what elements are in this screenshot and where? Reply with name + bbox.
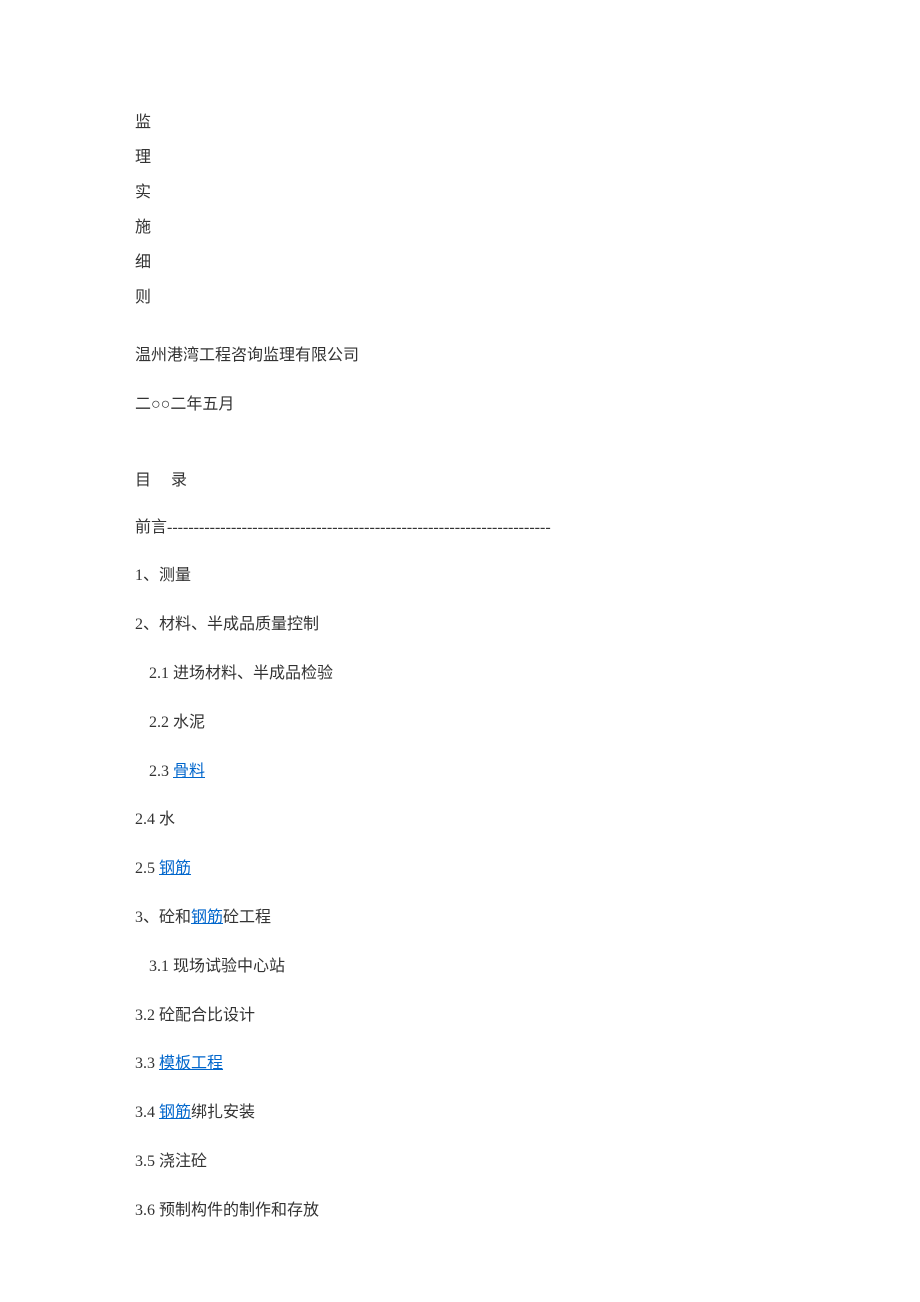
document-date: 二○○二年五月	[135, 395, 785, 416]
toc-item: 3.2 砼配合比设计	[135, 1006, 785, 1027]
toc-item-prefix: 2、	[135, 616, 159, 633]
toc-link-rebar[interactable]: 钢筋	[159, 1104, 191, 1121]
toc-item: 2.1 进场材料、半成品检验	[135, 664, 785, 685]
toc-item: 2.5 钢筋	[135, 859, 785, 880]
toc-link-aggregate[interactable]: 骨料	[173, 763, 205, 780]
toc-item: 3.6 预制构件的制作和存放	[135, 1201, 785, 1222]
toc-preface: 前言--------------------------------------…	[135, 518, 785, 539]
toc-item-prefix: 2.1	[149, 665, 173, 682]
toc-item-text: 水泥	[173, 714, 205, 731]
company-name: 温州港湾工程咨询监理有限公司	[135, 346, 785, 367]
toc-item-text: 砼配合比设计	[159, 1007, 255, 1024]
toc-item: 3.4 钢筋绑扎安装	[135, 1103, 785, 1124]
toc-item-text-after: 砼工程	[223, 909, 271, 926]
toc-item-prefix: 3.6	[135, 1202, 159, 1219]
toc-link-formwork[interactable]: 模板工程	[159, 1055, 223, 1072]
toc-item-text: 测量	[159, 567, 191, 584]
toc-item: 3.5 浇注砼	[135, 1152, 785, 1173]
toc-item-text: 现场试验中心站	[173, 958, 285, 975]
toc-item: 2.4 水	[135, 810, 785, 831]
toc-item-text-after: 绑扎安装	[191, 1104, 255, 1121]
title-char: 理	[135, 150, 785, 166]
title-char: 施	[135, 220, 785, 236]
vertical-title: 监 理 实 施 细 则	[135, 115, 785, 306]
title-char: 则	[135, 290, 785, 306]
toc-item-prefix: 3.3	[135, 1055, 159, 1072]
title-char: 实	[135, 185, 785, 201]
toc-header: 目 录	[135, 466, 785, 490]
toc-item-prefix: 2.3	[149, 763, 173, 780]
toc-item-prefix: 1、	[135, 567, 159, 584]
toc-item-prefix: 3.2	[135, 1007, 159, 1024]
toc-preface-dashes: ----------------------------------------…	[167, 519, 551, 536]
title-char: 监	[135, 115, 785, 131]
toc-item-prefix: 2.5	[135, 860, 159, 877]
toc-item: 2.2 水泥	[135, 713, 785, 734]
toc-link-rebar[interactable]: 钢筋	[159, 860, 191, 877]
toc-item: 2、材料、半成品质量控制	[135, 615, 785, 636]
title-char: 细	[135, 255, 785, 271]
toc-item: 3.3 模板工程	[135, 1054, 785, 1075]
toc-item-prefix: 3.5	[135, 1153, 159, 1170]
toc-item: 1、测量	[135, 566, 785, 587]
toc-item-text: 浇注砼	[159, 1153, 207, 1170]
toc-item-prefix: 2.4	[135, 811, 159, 828]
toc-item: 2.3 骨料	[135, 762, 785, 783]
toc-preface-label: 前言	[135, 519, 167, 536]
toc-item-text: 预制构件的制作和存放	[159, 1202, 319, 1219]
toc-item-prefix: 3.4	[135, 1104, 159, 1121]
toc-item: 3.1 现场试验中心站	[135, 957, 785, 978]
toc-item-prefix: 3、	[135, 909, 159, 926]
toc-link-rebar[interactable]: 钢筋	[191, 909, 223, 926]
toc-item-prefix: 2.2	[149, 714, 173, 731]
toc-item-text: 材料、半成品质量控制	[159, 616, 319, 633]
toc-item-text: 进场材料、半成品检验	[173, 665, 333, 682]
toc-item-text-before: 砼和	[159, 909, 191, 926]
toc-item-text: 水	[159, 811, 175, 828]
toc-item: 3、砼和钢筋砼工程	[135, 908, 785, 929]
toc-item-prefix: 3.1	[149, 958, 173, 975]
